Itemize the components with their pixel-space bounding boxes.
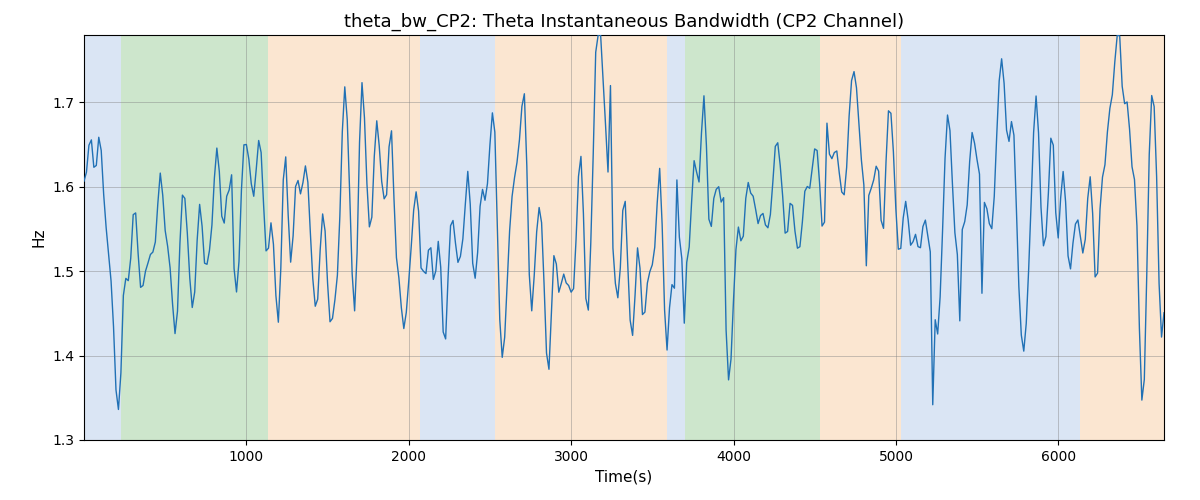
Bar	[820, 35, 901, 440]
Title: theta_bw_CP2: Theta Instantaneous Bandwidth (CP2 Channel): theta_bw_CP2: Theta Instantaneous Bandwi…	[344, 12, 904, 31]
X-axis label: Time(s): Time(s)	[595, 470, 653, 484]
Bar	[1080, 35, 1164, 440]
Bar	[121, 35, 268, 440]
Bar	[268, 35, 420, 440]
Y-axis label: Hz: Hz	[31, 228, 47, 247]
Bar	[494, 35, 667, 440]
Bar	[667, 35, 685, 440]
Bar	[84, 35, 121, 440]
Bar	[420, 35, 494, 440]
Bar	[685, 35, 820, 440]
Bar	[901, 35, 1080, 440]
